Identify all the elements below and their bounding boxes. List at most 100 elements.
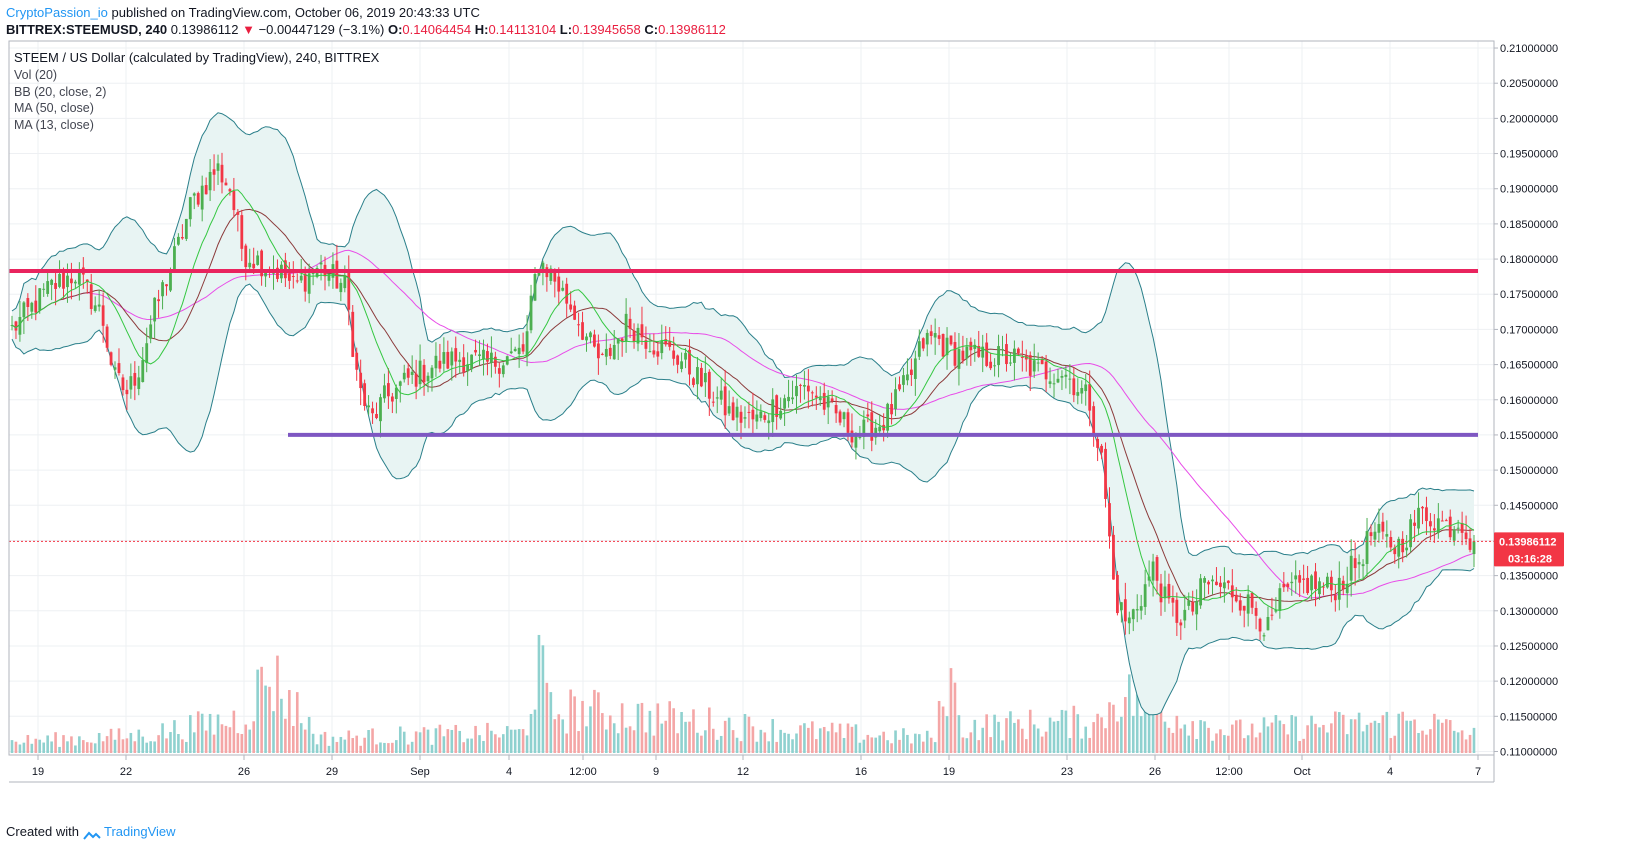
- candle: [212, 154, 216, 191]
- volume-bar: [704, 730, 707, 753]
- candle: [759, 404, 763, 422]
- candle: [517, 334, 521, 368]
- volume-bar: [616, 733, 620, 753]
- volume-bar: [169, 732, 172, 753]
- volume-bar: [418, 732, 422, 753]
- volume-bar: [387, 743, 390, 753]
- volume-bar: [1219, 729, 1222, 753]
- volume-bar: [715, 739, 719, 753]
- volume-bar: [1242, 738, 1246, 753]
- created-with-text: Created with: [6, 824, 79, 839]
- volume-bar: [854, 724, 858, 753]
- volume-bar: [818, 728, 822, 753]
- volume-bar: [1246, 735, 1250, 753]
- candle: [113, 361, 117, 379]
- volume-bar: [30, 743, 34, 753]
- candle: [1421, 506, 1424, 525]
- x-tick-label: 22: [120, 766, 132, 778]
- candle: [902, 367, 905, 393]
- volume-bar: [1322, 724, 1325, 753]
- volume-bar: [1373, 720, 1377, 753]
- volume-bar: [1207, 727, 1210, 753]
- candle: [1254, 601, 1258, 630]
- y-tick-label: 0.20500000: [1500, 78, 1558, 90]
- candle: [1112, 525, 1115, 580]
- volume-bar: [601, 713, 604, 753]
- candle: [153, 297, 157, 339]
- price-axis[interactable]: 0.21000000 0.20500000 0.20000000 0.19500000…: [1494, 43, 1558, 758]
- volume-bar: [181, 739, 184, 753]
- volume-bar: [1005, 718, 1008, 753]
- time-axis[interactable]: 19 22 26 29 Sep 4 12:00 9 12 16 19 23 26 12:00 Oct 4 7: [32, 755, 1481, 778]
- candle: [1056, 368, 1060, 384]
- volume-bar: [814, 739, 818, 753]
- high-value: 0.14113104: [488, 22, 557, 37]
- volume-bar: [577, 731, 580, 753]
- x-tick-label: 7: [1475, 766, 1481, 778]
- volume-bar: [505, 726, 509, 753]
- volume-bar: [1215, 733, 1218, 753]
- candle: [1274, 597, 1278, 614]
- volume-bar: [97, 732, 101, 753]
- candle: [1116, 570, 1119, 616]
- volume-bar: [1203, 721, 1206, 753]
- candle: [917, 329, 921, 361]
- tradingview-link[interactable]: TradingView: [104, 824, 176, 839]
- volume-bar: [375, 744, 378, 753]
- volume-bar: [355, 735, 358, 753]
- volume-bar: [1155, 708, 1159, 753]
- price-chart[interactable]: 0.21000000 0.20500000 0.20000000 0.19500000…: [0, 0, 1627, 820]
- candle: [18, 300, 22, 342]
- low-label: L:: [559, 22, 573, 37]
- candle: [925, 329, 929, 357]
- candle: [973, 339, 977, 362]
- candle: [608, 343, 612, 360]
- candle: [834, 396, 838, 423]
- volume-bar: [157, 735, 160, 753]
- volume-bar: [937, 700, 941, 753]
- legend-ma50[interactable]: MA (50, close): [14, 101, 94, 115]
- volume-bar: [894, 730, 897, 753]
- candle: [878, 413, 882, 433]
- volume-bar: [470, 738, 473, 753]
- ma13-line: [11, 189, 1475, 611]
- candle: [1052, 373, 1056, 398]
- legend-vol[interactable]: Vol (20): [14, 68, 57, 82]
- volume-bar: [684, 721, 687, 753]
- legend-ma13[interactable]: MA (13, close): [14, 118, 94, 132]
- candle: [1135, 594, 1139, 623]
- candle: [224, 178, 228, 186]
- candle: [593, 329, 596, 348]
- volume-bar: [1040, 736, 1044, 753]
- candle: [1302, 564, 1306, 594]
- volume-bar: [977, 740, 981, 753]
- volume-bar: [648, 710, 652, 753]
- candle: [50, 278, 54, 301]
- candle: [77, 262, 81, 301]
- volume-bar: [208, 713, 212, 753]
- volume-bar: [652, 735, 656, 753]
- candle: [161, 280, 164, 310]
- volume-bar: [1464, 739, 1468, 753]
- volume-bar: [1425, 734, 1428, 753]
- legend-bb[interactable]: BB (20, close, 2): [14, 85, 106, 99]
- volume-bar: [811, 721, 814, 753]
- volume-bar: [1195, 739, 1198, 753]
- volume-bar: [1183, 724, 1187, 753]
- candle: [783, 394, 787, 426]
- author-link[interactable]: CryptoPassion_io: [6, 5, 108, 20]
- volume-bar: [1452, 730, 1456, 753]
- volume-bar: [379, 742, 382, 753]
- volume-bar: [315, 744, 319, 753]
- candle: [953, 332, 957, 370]
- volume-bar: [34, 738, 38, 753]
- volume-bar: [62, 735, 65, 753]
- volume-bar: [973, 719, 977, 753]
- volume-bar: [989, 737, 992, 753]
- volume-bar: [549, 692, 553, 753]
- volume-bar: [1052, 721, 1056, 753]
- candle: [775, 394, 779, 430]
- volume-bar: [66, 741, 69, 753]
- volume-bar: [216, 714, 220, 753]
- volume-bar: [509, 729, 513, 753]
